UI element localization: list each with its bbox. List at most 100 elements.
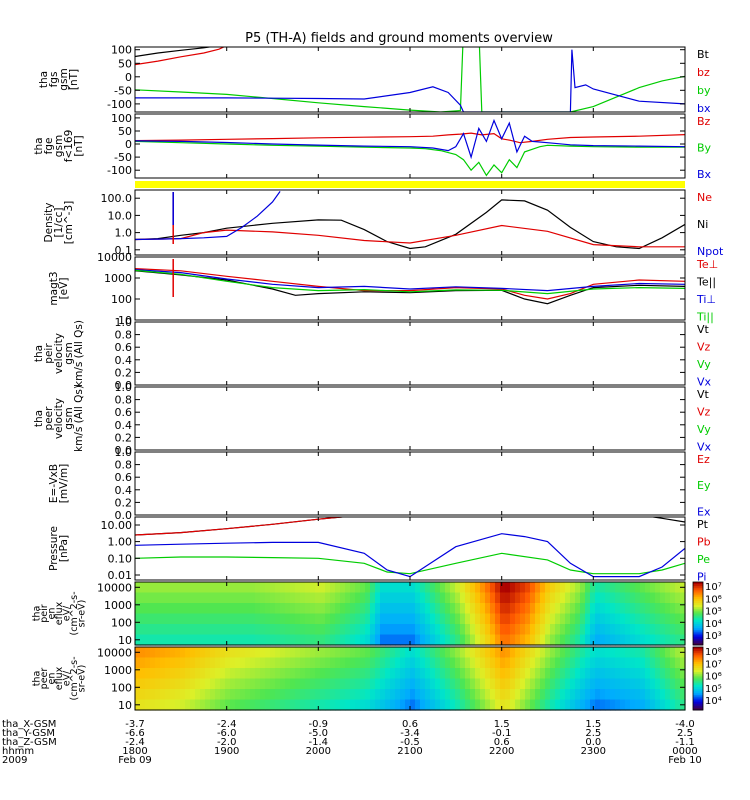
spectrogram-cell — [270, 668, 276, 680]
y-axis-label: peir — [39, 604, 50, 623]
spectrogram-cell — [490, 582, 496, 594]
spectrogram-cell — [205, 699, 211, 711]
spectrogram-cell — [345, 678, 351, 690]
spectrogram-cell — [450, 668, 456, 680]
spectrogram-cell — [520, 582, 526, 594]
spectrogram-cell — [565, 582, 571, 594]
spectrogram-cell — [465, 678, 471, 690]
legend-entry: Vx — [697, 375, 712, 388]
spectrogram-cell — [445, 647, 451, 659]
colorbar-segment — [693, 697, 703, 700]
spectrogram-cell — [135, 678, 141, 690]
spectrogram-cell — [595, 647, 601, 659]
y-tick-label: 10 — [118, 314, 132, 327]
spectrogram-cell — [385, 699, 391, 711]
panel-frame — [134, 386, 686, 451]
spectrogram-cell — [220, 678, 226, 690]
spectrogram-cell — [675, 592, 681, 604]
spectrogram-cell — [545, 689, 551, 701]
spectrogram-cell — [305, 657, 311, 669]
spectrogram-cell — [260, 592, 266, 604]
spectrogram-cell — [525, 657, 531, 669]
spectrogram-cell — [440, 592, 446, 604]
spectrogram-cell — [575, 634, 581, 646]
colorbar-segment — [693, 642, 703, 646]
y-tick-label: 100.0 — [101, 192, 133, 205]
spectrogram-cell — [310, 699, 316, 711]
spectrogram-cell — [335, 624, 341, 636]
spectrogram-cell — [660, 634, 666, 646]
spectrogram-cell — [140, 634, 146, 646]
spectrogram-cell — [475, 613, 481, 625]
spectrogram-cell — [140, 678, 146, 690]
spectrogram-cell — [660, 668, 666, 680]
spectrogram-cell — [455, 613, 461, 625]
spectrogram-cell — [670, 634, 676, 646]
spectrogram-cell — [260, 624, 266, 636]
spectrogram-cell — [570, 634, 576, 646]
spectrogram-cell — [335, 592, 341, 604]
spectrogram-cell — [315, 678, 321, 690]
spectrogram-cell — [510, 678, 516, 690]
spectrogram-cell — [395, 678, 401, 690]
spectrogram-cell — [600, 668, 606, 680]
spectrogram-cell — [645, 613, 651, 625]
spectrogram-cell — [425, 647, 431, 659]
spectrogram-cell — [410, 647, 416, 659]
spectrogram-cell — [235, 634, 241, 646]
spectrogram-cell — [500, 699, 506, 711]
spectrogram-cell — [330, 603, 336, 615]
spectrogram-cell — [385, 613, 391, 625]
spectrogram-cell — [540, 647, 546, 659]
spectrogram-cell — [285, 624, 291, 636]
spectrogram-cell — [500, 689, 506, 701]
spectrogram-cell — [300, 647, 306, 659]
spectrogram-cell — [610, 613, 616, 625]
spectrogram-cell — [355, 657, 361, 669]
spectrogram-cell — [225, 613, 231, 625]
spectrogram-cell — [510, 647, 516, 659]
colorbar-tick-label: 10⁴ — [705, 696, 722, 707]
spectrogram-cell — [175, 657, 181, 669]
spectrogram-cell — [520, 592, 526, 604]
spectrogram-cell — [185, 699, 191, 711]
colorbar-segment — [693, 619, 703, 623]
spectrogram-cell — [140, 613, 146, 625]
spectrogram-cell — [595, 603, 601, 615]
legend-entry: Vy — [697, 423, 711, 436]
spectrogram-cell — [470, 613, 476, 625]
spectrogram-cell — [540, 613, 546, 625]
spectrogram-cell — [615, 699, 621, 711]
spectrogram-cell — [490, 668, 496, 680]
spectrogram-cell — [600, 624, 606, 636]
spectrogram-cell — [495, 603, 501, 615]
spectrogram-cell — [195, 634, 201, 646]
spectrogram-cell — [580, 603, 586, 615]
spectrogram-cell — [670, 668, 676, 680]
spectrogram-cell — [655, 647, 661, 659]
spectrogram-cell — [195, 582, 201, 594]
spectrogram-cell — [180, 647, 186, 659]
spectrogram-cell — [515, 592, 521, 604]
spectrogram-cell — [605, 647, 611, 659]
spectrogram-cell — [315, 582, 321, 594]
spectrogram-cell — [655, 603, 661, 615]
spectrogram-cell — [415, 613, 421, 625]
spectrogram-cell — [520, 699, 526, 711]
spectrogram-cell — [665, 668, 671, 680]
spectrogram-cell — [505, 624, 511, 636]
spectrogram-cell — [585, 592, 591, 604]
spectrogram-cell — [225, 657, 231, 669]
spectrogram-cell — [315, 634, 321, 646]
spectrogram-cell — [310, 582, 316, 594]
spectrogram-cell — [330, 613, 336, 625]
spectrogram-cell — [675, 689, 681, 701]
spectrogram-cell — [540, 592, 546, 604]
spectrogram-cell — [415, 603, 421, 615]
spectrogram-cell — [455, 657, 461, 669]
y-tick-label: 0.0 — [115, 444, 133, 457]
spectrogram-cell — [650, 647, 656, 659]
spectrogram-cell — [300, 603, 306, 615]
spectrogram-cell — [325, 689, 331, 701]
spectrogram-cell — [600, 657, 606, 669]
